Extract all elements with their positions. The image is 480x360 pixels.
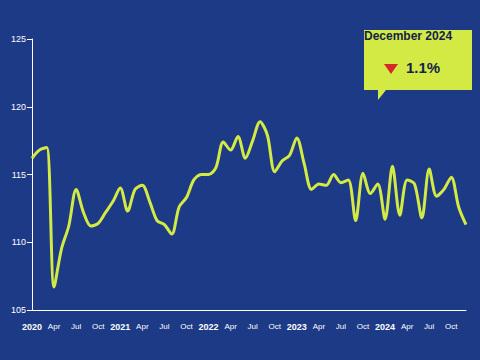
svg-text:125: 125: [11, 34, 26, 44]
svg-text:Apr: Apr: [224, 322, 237, 331]
svg-text:2022: 2022: [199, 322, 219, 332]
svg-text:Jul: Jul: [159, 322, 169, 331]
svg-text:Jul: Jul: [248, 322, 258, 331]
svg-text:2023: 2023: [287, 322, 307, 332]
svg-text:Oct: Oct: [92, 322, 105, 331]
svg-text:December 2024: December 2024: [364, 29, 452, 43]
svg-text:Oct: Oct: [269, 322, 282, 331]
svg-text:Jul: Jul: [424, 322, 434, 331]
svg-text:105: 105: [11, 305, 26, 315]
svg-text:2020: 2020: [22, 322, 42, 332]
svg-text:Apr: Apr: [48, 322, 61, 331]
svg-text:1.1%: 1.1%: [406, 59, 440, 76]
svg-text:Jul: Jul: [336, 322, 346, 331]
svg-text:Oct: Oct: [180, 322, 193, 331]
svg-text:110: 110: [12, 237, 26, 247]
svg-text:Jul: Jul: [71, 322, 81, 331]
svg-text:Apr: Apr: [401, 322, 414, 331]
svg-text:2024: 2024: [375, 322, 395, 332]
svg-text:Oct: Oct: [445, 322, 458, 331]
svg-text:Apr: Apr: [313, 322, 326, 331]
svg-text:Apr: Apr: [136, 322, 149, 331]
svg-text:115: 115: [12, 170, 26, 180]
svg-text:Oct: Oct: [357, 322, 370, 331]
svg-text:120: 120: [11, 102, 26, 112]
svg-text:2021: 2021: [110, 322, 130, 332]
